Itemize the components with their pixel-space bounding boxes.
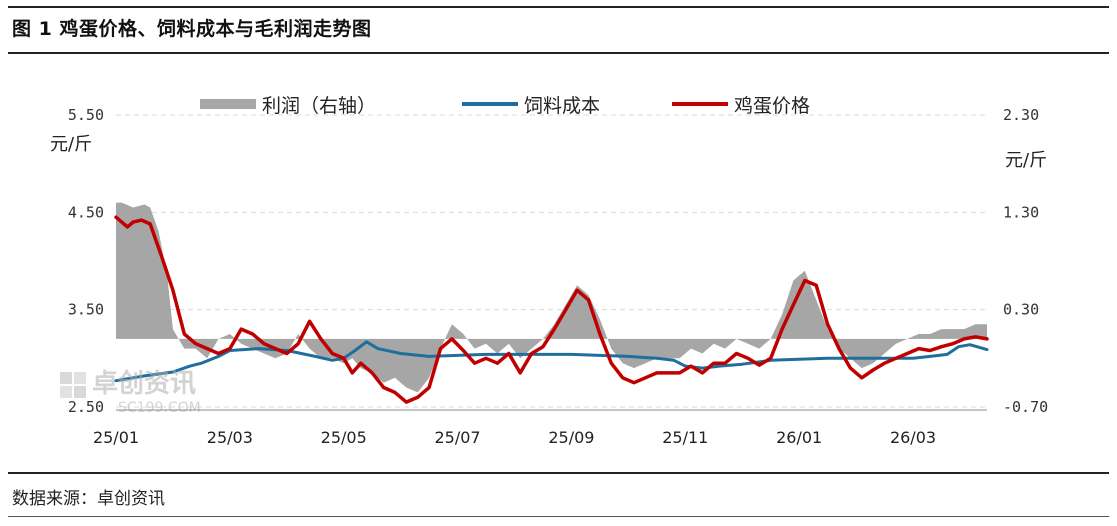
left-tick-label: 2.50 [68,398,104,416]
legend-label-profit: 利润（右轴） [262,95,376,117]
figure-title: 图 1 鸡蛋价格、饲料成本与毛利润走势图 [12,18,372,40]
chart-area: 卓创资讯 SC199.COM 5.50 4.50 3.50 2.50 2.30 1.30… [50,95,1048,447]
left-axis-ticks: 5.50 4.50 3.50 2.50 [68,106,104,416]
left-tick-label: 4.50 [68,203,104,221]
x-axis-ticks: 25/01 25/03 25/05 25/07 25/09 25/11 26/01 26/03 [93,428,936,447]
x-tick-label: 25/09 [548,428,594,447]
x-tick-label: 25/01 [93,428,139,447]
left-tick-label: 5.50 [68,106,104,124]
gridlines [116,114,987,408]
x-tick-label: 25/03 [207,428,253,447]
legend: 利润（右轴） 饲料成本 鸡蛋价格 [200,95,810,117]
right-tick-label: 2.30 [1003,106,1039,124]
x-tick-label: 26/03 [890,428,936,447]
top-rule [8,6,1109,8]
x-tick-label: 25/11 [662,428,708,447]
right-axis-ticks: 2.30 1.30 0.30 -0.70 [1003,106,1048,416]
egg-price-line [114,215,989,404]
watermark-url: SC199.COM [118,400,201,416]
legend-label-feed-cost: 饲料成本 [524,95,600,117]
right-tick-label: 1.30 [1003,203,1039,221]
feed-cost-line [114,340,989,383]
right-tick-label: 0.30 [1003,301,1039,319]
bottom-rule [8,472,1109,474]
footer-rule [8,516,1109,517]
profit-area [116,202,987,393]
title-rule [8,52,1109,54]
left-axis-unit: 元/斤 [50,134,92,155]
right-tick-label: -0.70 [1003,398,1048,416]
left-tick-label: 3.50 [68,301,104,319]
right-axis-unit: 元/斤 [1005,150,1047,171]
source-note: 数据来源：卓创资讯 [12,489,165,509]
legend-label-egg-price: 鸡蛋价格 [734,95,810,117]
x-tick-label: 26/01 [776,428,822,447]
profit-area-series [116,202,987,393]
watermark-text: 卓创资讯 [92,369,196,399]
x-tick-label: 25/05 [321,428,367,447]
watermark-logo: 卓创资讯 SC199.COM [60,369,201,416]
x-tick-label: 25/07 [435,428,481,447]
line-series [114,215,989,404]
legend-swatch-profit [200,99,256,109]
